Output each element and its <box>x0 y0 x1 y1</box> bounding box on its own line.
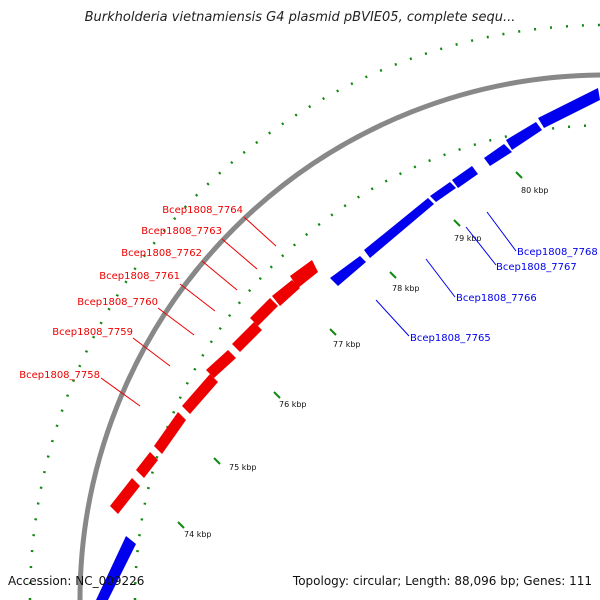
forward-gene-arrows <box>96 88 600 600</box>
gene-arrow-bottom-blue <box>96 536 136 600</box>
tick-mark-75 <box>213 457 221 465</box>
leader-line-7765 <box>375 299 410 337</box>
gene-arrow-bcep1808-7761 <box>232 322 262 352</box>
gene-arrow-red-3 <box>154 412 186 454</box>
gene-label-bcep1808-7758: Bcep1808_7758 <box>19 370 100 381</box>
gene-arrow-blue-7 <box>506 122 542 150</box>
tick-label-77: 77 kbp <box>333 340 361 349</box>
gene-arrow-blue-6 <box>484 144 512 166</box>
gene-label-bcep1808-7761: Bcep1808_7761 <box>99 271 180 282</box>
outer-tick-ring <box>28 23 600 600</box>
gene-arrow-bcep1808-7765 <box>330 256 366 286</box>
reverse-gene-arrows <box>110 260 318 514</box>
gene-arrow-bcep1808-7759 <box>182 374 218 414</box>
accession-text: Accession: NC_009226 <box>8 574 145 588</box>
leader-line-7763 <box>221 238 258 270</box>
leader-line-7766 <box>425 258 456 298</box>
tick-label-75: 75 kbp <box>229 463 257 472</box>
leader-line-7767 <box>465 226 497 266</box>
gene-arrow-bcep1808-7768 <box>452 166 478 188</box>
tick-mark-77 <box>329 328 337 336</box>
gene-label-bcep1808-7765: Bcep1808_7765 <box>410 333 491 344</box>
reverse-gene-labels: Bcep1808_7764 Bcep1808_7763 Bcep1808_776… <box>19 205 277 407</box>
tick-label-78: 78 kbp <box>392 284 420 293</box>
gene-label-bcep1808-7760: Bcep1808_7760 <box>77 297 158 308</box>
tick-mark-79 <box>453 219 461 227</box>
kbp-ticks: 74 kbp 75 kbp 76 kbp 77 kbp 78 kbp 79 kb… <box>177 171 549 539</box>
gene-arrow-bcep1808-7763 <box>272 280 300 306</box>
tick-label-80: 80 kbp <box>521 186 549 195</box>
forward-gene-labels: Bcep1808_7768 Bcep1808_7767 Bcep1808_776… <box>375 211 598 344</box>
leader-line-7758 <box>100 377 141 407</box>
gene-label-bcep1808-7759: Bcep1808_7759 <box>52 327 133 338</box>
leader-line-7760 <box>157 307 195 336</box>
gene-label-bcep1808-7763: Bcep1808_7763 <box>141 226 222 237</box>
tick-mark-76 <box>273 391 281 399</box>
gene-arrow-red-2 <box>136 452 158 478</box>
leader-line-7761 <box>179 283 216 312</box>
gene-arrow-bcep1808-7767 <box>430 182 456 202</box>
gene-label-bcep1808-7766: Bcep1808_7766 <box>456 293 537 304</box>
gene-label-bcep1808-7768: Bcep1808_7768 <box>517 247 598 258</box>
gene-arrow-bcep1808-7758 <box>110 478 140 514</box>
tick-label-74: 74 kbp <box>184 530 212 539</box>
gene-arrow-bcep1808-7760 <box>206 350 236 378</box>
leader-line-7762 <box>201 260 238 291</box>
gene-arrow-bcep1808-7766 <box>364 198 434 258</box>
gene-label-bcep1808-7762: Bcep1808_7762 <box>121 248 202 259</box>
tick-label-79: 79 kbp <box>454 234 482 243</box>
backbone-circle <box>77 72 600 600</box>
map-title: Burkholderia vietnamiensis G4 plasmid pB… <box>84 10 516 25</box>
inner-tick-ring <box>133 123 600 600</box>
leader-line-7764 <box>243 216 277 247</box>
gene-label-bcep1808-7767: Bcep1808_7767 <box>496 262 577 273</box>
tick-mark-74 <box>177 521 185 529</box>
gene-arrow-bcep1808-7764 <box>290 260 318 288</box>
tick-mark-78 <box>389 271 397 279</box>
gene-arrow-bcep1808-7762 <box>250 298 278 326</box>
tick-label-76: 76 kbp <box>279 400 307 409</box>
topology-summary-text: Topology: circular; Length: 88,096 bp; G… <box>292 574 592 588</box>
tick-mark-80 <box>515 171 523 179</box>
leader-line-7768 <box>486 211 517 252</box>
gene-arrow-blue-8 <box>538 88 600 128</box>
leader-line-7759 <box>132 337 171 367</box>
gene-label-bcep1808-7764: Bcep1808_7764 <box>162 205 243 216</box>
